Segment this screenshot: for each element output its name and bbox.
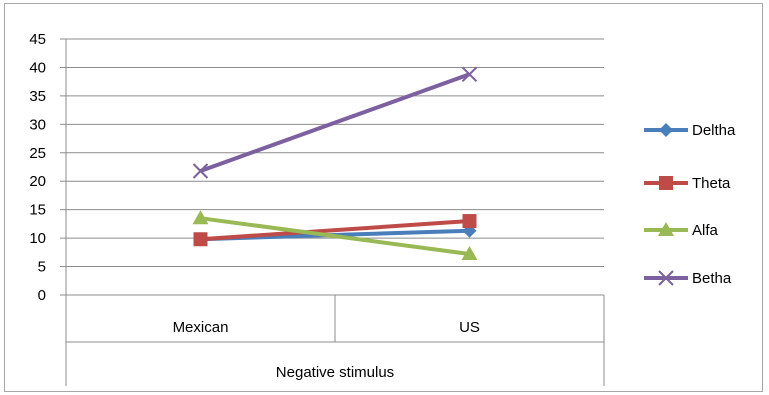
y-axis-ticks: 0 5 10 15 20 25 30 35 40 45 (29, 31, 46, 304)
series-line (199, 72, 471, 173)
y-tick-label: 20 (29, 173, 46, 190)
legend-label: Alfa (692, 222, 719, 239)
x-category-label: US (459, 319, 480, 336)
data-point-triangle (461, 246, 478, 261)
data-point-square (659, 176, 673, 190)
data-point-square (462, 214, 477, 229)
x-stroke (192, 163, 209, 179)
legend-item-theta: Theta (644, 175, 731, 192)
series-betha (192, 66, 478, 179)
y-tick-label: 30 (29, 116, 46, 133)
y-tick-label: 35 (29, 88, 46, 105)
y-tick-label: 15 (29, 202, 46, 219)
x-stroke (461, 66, 478, 82)
y-tick-label: 5 (38, 259, 46, 276)
legend-item-deltha: Deltha (644, 122, 736, 139)
axes (60, 38, 605, 386)
x-group-label: Negative stimulus (276, 364, 394, 381)
data-point-square (193, 232, 208, 247)
legend-label: Betha (692, 270, 732, 287)
y-tick-label: 45 (29, 31, 46, 48)
y-tick-label: 40 (29, 59, 46, 76)
gridlines (66, 38, 604, 268)
data-point-diamond (659, 123, 673, 137)
data-point-triangle (192, 210, 209, 225)
series-line (200, 216, 470, 257)
data-point-x (192, 163, 209, 179)
x-axis-categories: Mexican US Negative stimulus (173, 319, 480, 381)
legend-item-alfa: Alfa (644, 222, 719, 239)
data-point-triangle (658, 222, 674, 236)
x-category-label: Mexican (173, 319, 229, 336)
data-point-x (658, 270, 674, 286)
series-line (200, 219, 470, 242)
legend: Deltha Theta Alfa Betha (644, 122, 736, 287)
legend-label: Deltha (692, 122, 736, 139)
x-stroke (658, 270, 674, 286)
series-theta (193, 214, 477, 247)
legend-item-betha: Betha (644, 270, 732, 287)
y-tick-label: 10 (29, 230, 46, 247)
legend-label: Theta (692, 175, 731, 192)
series-alfa (192, 210, 478, 261)
data-point-x (461, 66, 478, 82)
series-lines (192, 66, 478, 261)
y-tick-label: 0 (38, 287, 46, 304)
y-tick-label: 25 (29, 145, 46, 162)
